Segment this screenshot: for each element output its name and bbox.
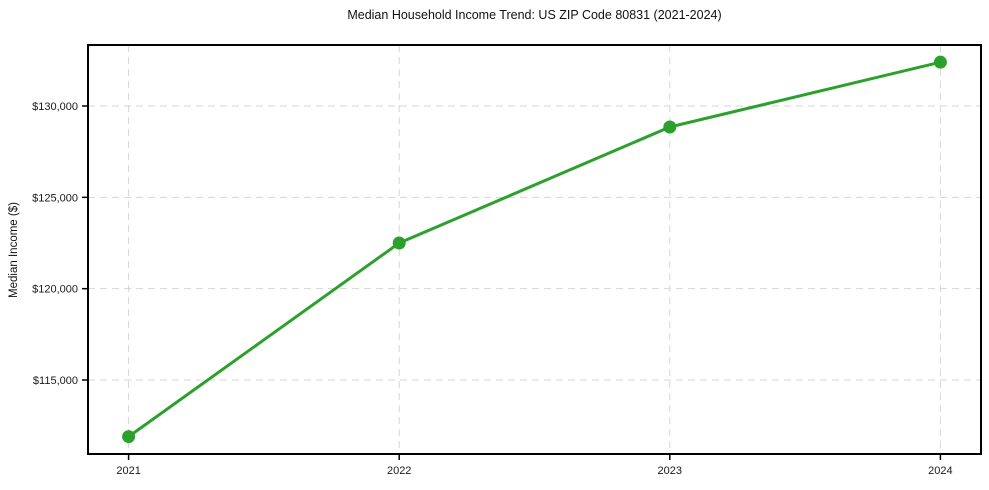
y-tick-label: $115,000 [33, 375, 78, 387]
data-point-marker [122, 430, 136, 444]
x-tick-label: 2022 [387, 465, 411, 477]
y-tick-label: $125,000 [32, 192, 78, 204]
y-tick-label: $130,000 [32, 101, 78, 113]
x-tick-label: 2021 [116, 465, 140, 477]
x-tick-label: 2024 [928, 465, 952, 477]
trend-line [127, 60, 942, 439]
data-point-marker [933, 55, 947, 69]
x-tick-label: 2023 [658, 465, 682, 477]
y-tick-label: $120,000 [32, 284, 78, 296]
data-point-marker [663, 120, 677, 134]
plot-border [87, 44, 982, 455]
chart-title: Median Household Income Trend: US ZIP Co… [347, 8, 722, 22]
data-point-marker [392, 236, 406, 250]
